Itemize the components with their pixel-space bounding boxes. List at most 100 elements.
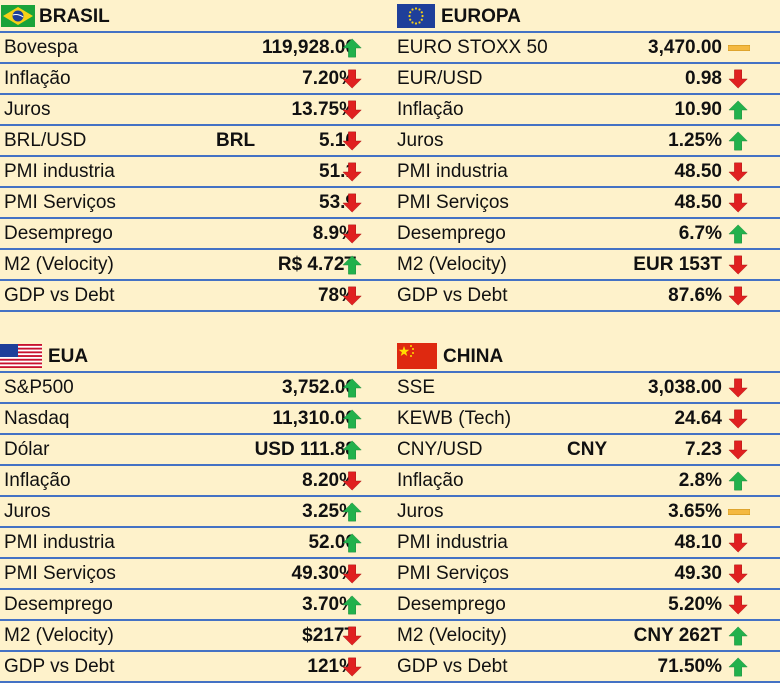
table-row: PMI industria 52.00 PMI industria 48.10 — [0, 528, 780, 559]
china-row-value: 7.23 — [685, 439, 722, 460]
brasil-row-value: 8.9% — [312, 223, 356, 244]
table-row: GDP vs Debt 78% GDP vs Debt 87.6% — [0, 281, 780, 312]
china-row-label: M2 (Velocity) — [397, 625, 507, 646]
china-row-label: Juros — [397, 501, 444, 522]
europa-row-value: 10.90 — [674, 99, 722, 120]
arrow-up-icon — [728, 131, 748, 151]
china-row-value: 2.8% — [678, 470, 722, 491]
europa-row-label: Juros — [397, 130, 444, 151]
arrow-up-icon — [728, 471, 748, 491]
china-row-value: 3,038.00 — [648, 377, 722, 398]
brasil-row-value: 119,928.00 — [261, 37, 356, 58]
brasil-row-label: PMI Serviços — [4, 192, 116, 213]
china-row-value: 24.64 — [674, 408, 722, 429]
china-row-label: Desemprego — [397, 594, 506, 615]
europa-row-value: 1.25% — [668, 130, 722, 151]
china-row-label: PMI industria — [397, 532, 508, 553]
table-row: PMI Serviços 49.30% PMI Serviços 49.30 — [0, 559, 780, 590]
table-row: Inflação 7.20% EUR/USD 0.98 — [0, 64, 780, 95]
arrow-up-icon — [342, 38, 362, 58]
brasil-row-label: Inflação — [4, 68, 71, 89]
eua-row-label: S&P500 — [4, 377, 74, 398]
table-row: GDP vs Debt 121% GDP vs Debt 71.50% — [0, 652, 780, 683]
top-table: BRASIL EUROPA Bovespa 119,928.00 EURO STOX… — [0, 2, 780, 312]
arrow-up-icon — [728, 224, 748, 244]
eua-row-value: $217T — [302, 625, 356, 646]
arrow-up-icon — [342, 409, 362, 429]
arrow-up-icon — [728, 626, 748, 646]
eu-flag-icon — [397, 4, 435, 28]
eua-row-label: Dólar — [4, 439, 50, 460]
table-row: M2 (Velocity) R$ 4.72T M2 (Velocity) EUR 15… — [0, 250, 780, 281]
china-row-label: SSE — [397, 377, 436, 398]
table-row: Desemprego 3.70% Desemprego 5.20% — [0, 590, 780, 621]
china-flag-icon — [397, 343, 437, 369]
eua-row-value: 3.25% — [302, 501, 356, 522]
arrow-down-icon — [342, 471, 362, 491]
arrow-down-icon — [728, 595, 748, 615]
eua-row-label: Inflação — [4, 470, 71, 491]
eua-row-label: M2 (Velocity) — [4, 625, 114, 646]
flat-dash-icon — [728, 509, 750, 515]
eua-row-value: 121% — [307, 656, 356, 677]
arrow-up-icon — [728, 100, 748, 120]
brasil-row-label: Bovespa — [4, 37, 78, 58]
arrow-down-icon — [342, 69, 362, 89]
arrow-down-icon — [728, 193, 748, 213]
table-row: Juros 3.25% Juros 3.65% — [0, 497, 780, 528]
europa-row-value: 6.7% — [678, 223, 722, 244]
arrow-down-icon — [342, 162, 362, 182]
europa-row-value: 48.50 — [674, 161, 722, 182]
europa-row-label: PMI industria — [397, 161, 508, 182]
bottom-table: EUA CHINA S&P500 3,752.00 SSE 3,038.00 Nasda… — [0, 342, 780, 683]
arrow-down-icon — [342, 564, 362, 584]
arrow-down-icon — [728, 162, 748, 182]
china-row-value: 71.50% — [657, 656, 722, 677]
eua-row-value: 3,752.00 — [282, 377, 356, 398]
brasil-row-value: 13.75% — [291, 99, 356, 120]
brasil-row-value: 53.9 — [319, 192, 356, 213]
europa-row-value: 48.50 — [674, 192, 722, 213]
arrow-up-icon — [342, 255, 362, 275]
china-row-value: 5.20% — [668, 594, 722, 615]
brasil-row-value: 78% — [317, 285, 356, 306]
brasil-row-label: Desemprego — [4, 223, 113, 244]
arrow-down-icon — [728, 440, 748, 460]
china-row-value: 3.65% — [668, 501, 722, 522]
brasil-row-currency: BRL — [216, 130, 256, 151]
china-row-label: GDP vs Debt — [397, 656, 508, 677]
section-title-china: CHINA — [443, 346, 504, 367]
arrow-down-icon — [728, 69, 748, 89]
eua-row-value: 3.70% — [302, 594, 356, 615]
eua-row-label: Desemprego — [4, 594, 113, 615]
eua-row-value: USD 111.88 — [254, 439, 356, 460]
eua-row-label: PMI industria — [4, 532, 115, 553]
arrow-up-icon — [342, 533, 362, 553]
table-row: Dólar USD 111.88 CNY/USD CNY 7.23 — [0, 435, 780, 466]
europa-row-label: EURO STOXX 50 — [397, 37, 548, 58]
table-row: M2 (Velocity) $217T M2 (Velocity) CNY 262T — [0, 621, 780, 652]
brasil-row-label: PMI industria — [4, 161, 115, 182]
eua-row-value: 52.00 — [308, 532, 356, 553]
europa-row-label: PMI Serviços — [397, 192, 509, 213]
brasil-row-label: GDP vs Debt — [4, 285, 115, 306]
brasil-row-value: 51.1 — [319, 161, 356, 182]
arrow-down-icon — [342, 131, 362, 151]
china-row-value: CNY 262T — [633, 625, 722, 646]
arrow-up-icon — [342, 440, 362, 460]
flat-dash-icon — [728, 45, 750, 51]
eua-row-label: Juros — [4, 501, 51, 522]
europa-row-label: EUR/USD — [397, 68, 483, 89]
eua-row-label: GDP vs Debt — [4, 656, 115, 677]
europa-row-label: Inflação — [397, 99, 464, 120]
table-row: BRL/USD BRL 5.16 Juros 1.25% — [0, 126, 780, 157]
arrow-down-icon — [728, 255, 748, 275]
arrow-down-icon — [728, 564, 748, 584]
table-row: S&P500 3,752.00 SSE 3,038.00 — [0, 373, 780, 404]
table-row: Juros 13.75% Inflação 10.90 — [0, 95, 780, 126]
table-row: PMI Serviços 53.9 PMI Serviços 48.50 — [0, 188, 780, 219]
usa-flag-icon — [0, 344, 42, 368]
europa-row-value: EUR 153T — [633, 254, 722, 275]
table-row: Desemprego 8.9% Desemprego 6.7% — [0, 219, 780, 250]
brasil-row-value: 7.20% — [302, 68, 356, 89]
